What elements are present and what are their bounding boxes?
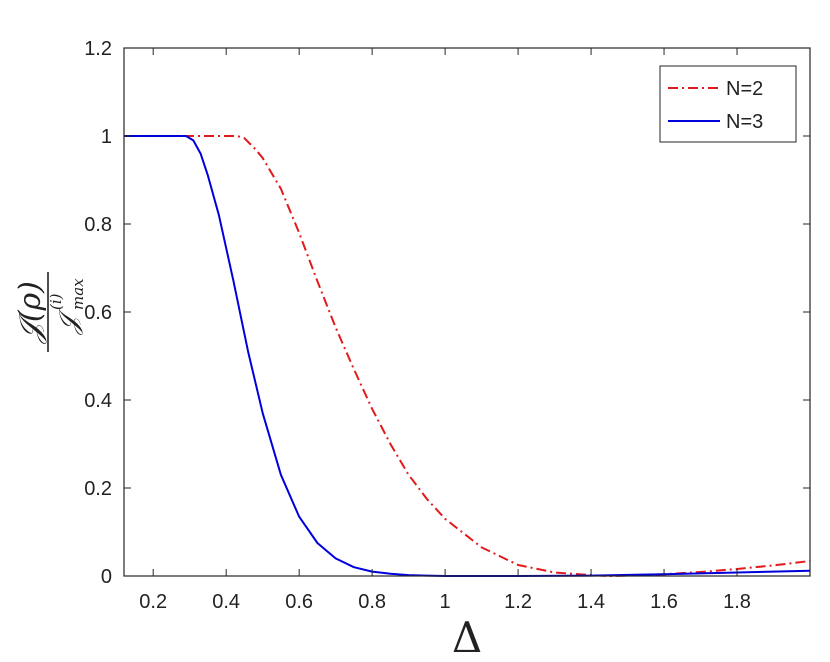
legend: N=2 N=3 — [659, 65, 797, 143]
legend-box — [659, 65, 797, 143]
y-tick-label: 0.6 — [84, 302, 112, 324]
x-tick-label: 1.8 — [723, 591, 751, 613]
y-axis-title-numerator: 𝒥(ρ) — [13, 281, 48, 345]
x-tick-label: 0.8 — [358, 591, 386, 613]
y-axis-title: 𝒥(ρ) 𝒥 (i) max — [13, 272, 87, 352]
x-tick-label: 1 — [440, 591, 451, 613]
x-tick-label: 0.4 — [212, 591, 240, 613]
y-axis-title-subscript: max — [69, 278, 87, 310]
y-axis-title-superscript: (i) — [47, 293, 65, 310]
y-tick-label: 1 — [101, 126, 112, 148]
x-tick-label: 1.6 — [650, 591, 678, 613]
x-tick-label: 1.2 — [504, 591, 532, 613]
y-tick-label: 0.2 — [84, 478, 112, 500]
x-axis-title: Δ — [452, 613, 482, 662]
x-tick-label: 0.6 — [285, 591, 313, 613]
series-line-n-2 — [124, 135, 811, 577]
x-tick-label: 0.2 — [139, 591, 167, 613]
legend-label-n3: N=3 — [726, 111, 763, 133]
ticks-layer: 0.2 0.4 0.6 0.8 1 1.2 1.4 1.6 1.8 0 0.2 0.4 0.6 0.8 1 1… — [84, 38, 810, 613]
x-tick-label: 1.4 — [577, 591, 605, 613]
y-tick-label: 0 — [101, 566, 112, 588]
y-axis-title-denominator: 𝒥 — [54, 307, 84, 336]
legend-label-n2: N=2 — [726, 78, 763, 100]
y-tick-label: 0.8 — [84, 214, 112, 236]
y-tick-label: 1.2 — [84, 38, 112, 60]
y-tick-label: 0.4 — [84, 390, 112, 412]
